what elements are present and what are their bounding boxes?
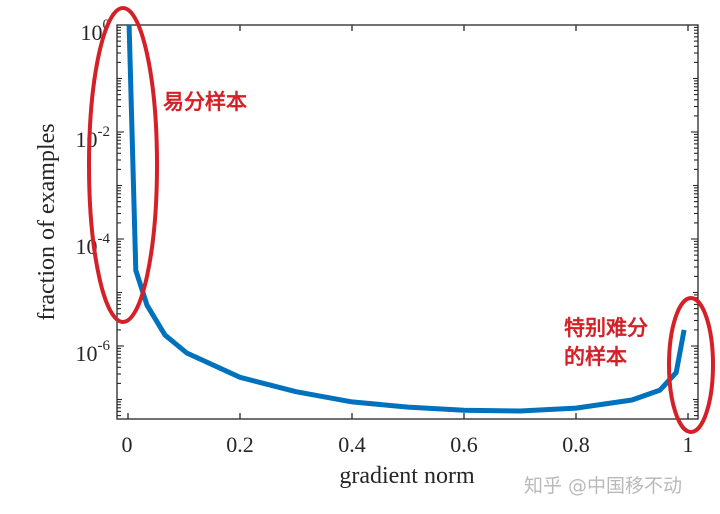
easy-examples-ellipse (87, 6, 159, 324)
x-axis-label: gradient norm (339, 463, 475, 489)
y-tick-label: 10-2 (76, 124, 111, 152)
plot-area (116, 24, 699, 420)
annotation-hard-examples-line2: 的样本 (564, 345, 627, 369)
x-tick-label: 0.2 (226, 432, 254, 457)
x-tick-labels: 0 0.2 0.4 0.6 0.8 1 (122, 432, 694, 457)
annotation-hard-examples-line1: 特别难分 (564, 316, 648, 340)
x-tick-label: 0 (122, 432, 133, 457)
y-tick-label: 10-6 (76, 338, 111, 366)
x-tick-label: 1 (683, 432, 694, 457)
y-axis-label: fraction of examples (34, 123, 60, 320)
y-tick-labels: 100 10-2 10-4 10-6 (76, 17, 111, 366)
hard-examples-ellipse (667, 296, 715, 434)
x-tick-label: 0.4 (338, 432, 366, 457)
data-line (126, 24, 687, 414)
watermark: 知乎 @中国移不动 (524, 475, 682, 497)
annotation-easy-examples: 易分样本 (163, 90, 247, 114)
x-tick-label: 0.8 (562, 432, 590, 457)
axes: 0 0.2 0.4 0.6 0.8 1 100 10-2 10-4 10-6 g… (34, 17, 699, 489)
x-tick-label: 0.6 (450, 432, 478, 457)
